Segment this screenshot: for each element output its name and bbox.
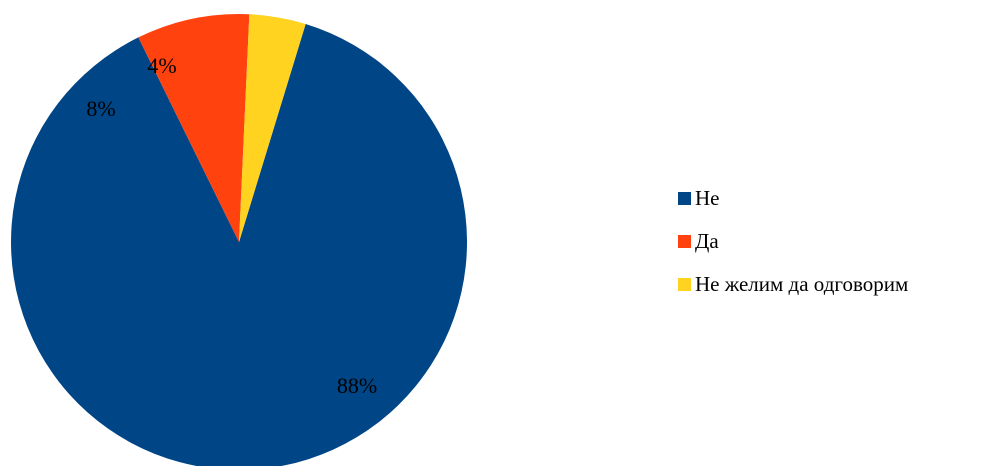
chart-legend: Не Да Не желим да одговорим [678, 186, 908, 315]
legend-item-da: Да [678, 229, 908, 254]
pie-slices [11, 13, 467, 466]
pie-slice-ne [11, 23, 467, 466]
legend-item-no-answer: Не желим да одговорим [678, 272, 908, 297]
legend-swatch-icon [678, 192, 691, 205]
legend-swatch-icon [678, 278, 691, 291]
pie-data-labels: 88% 8% 4% [86, 53, 377, 398]
data-label-ne: 88% [337, 373, 377, 398]
data-label-no-answer: 4% [147, 53, 176, 78]
legend-label-no-answer: Не желим да одговорим [695, 272, 909, 296]
pie-slice-da [138, 13, 250, 243]
pie-slice-no-answer [239, 14, 306, 243]
legend-label-da: Да [695, 229, 719, 253]
legend-label-ne: Не [695, 186, 720, 210]
legend-swatch-icon [678, 235, 691, 248]
data-label-da: 8% [86, 96, 115, 121]
legend-item-ne: Не [678, 186, 908, 211]
